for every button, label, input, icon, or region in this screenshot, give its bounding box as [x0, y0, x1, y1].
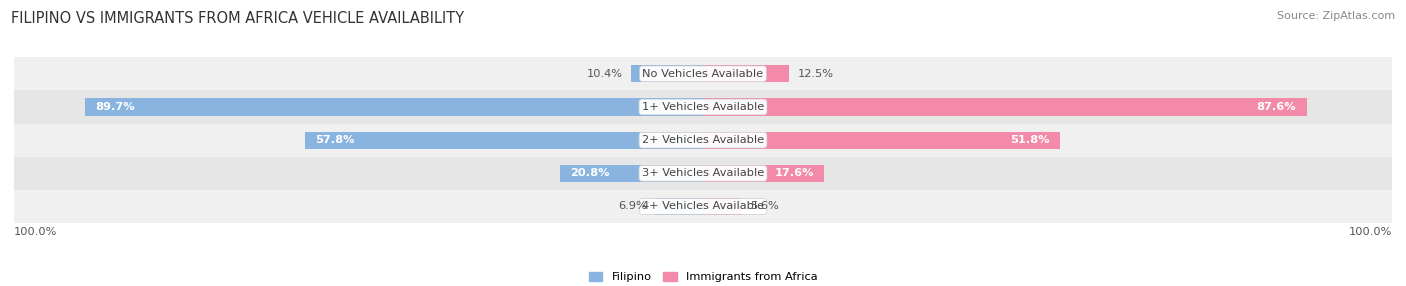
Text: 3+ Vehicles Available: 3+ Vehicles Available — [643, 168, 763, 178]
Text: 5.6%: 5.6% — [749, 202, 779, 211]
Bar — [703, 165, 824, 182]
Text: 87.6%: 87.6% — [1257, 102, 1296, 112]
Bar — [703, 98, 1306, 116]
Bar — [14, 190, 1392, 223]
Text: 51.8%: 51.8% — [1010, 135, 1049, 145]
Bar — [560, 165, 703, 182]
Text: 10.4%: 10.4% — [588, 69, 623, 79]
Bar — [703, 198, 741, 215]
Text: 57.8%: 57.8% — [315, 135, 354, 145]
Text: 4+ Vehicles Available: 4+ Vehicles Available — [643, 202, 763, 211]
Text: 6.9%: 6.9% — [619, 202, 647, 211]
Bar — [14, 90, 1392, 124]
Legend: Filipino, Immigrants from Africa: Filipino, Immigrants from Africa — [583, 267, 823, 286]
Bar — [305, 132, 703, 149]
Text: 89.7%: 89.7% — [96, 102, 135, 112]
Text: 100.0%: 100.0% — [1348, 227, 1392, 237]
Text: 12.5%: 12.5% — [797, 69, 834, 79]
Bar — [631, 65, 703, 82]
Text: No Vehicles Available: No Vehicles Available — [643, 69, 763, 79]
Bar — [14, 124, 1392, 157]
Bar — [84, 98, 703, 116]
Bar — [655, 198, 703, 215]
Text: Source: ZipAtlas.com: Source: ZipAtlas.com — [1277, 11, 1395, 21]
Bar — [14, 157, 1392, 190]
Bar — [703, 132, 1060, 149]
Text: 17.6%: 17.6% — [775, 168, 814, 178]
Text: 20.8%: 20.8% — [569, 168, 610, 178]
Text: 100.0%: 100.0% — [14, 227, 58, 237]
Text: FILIPINO VS IMMIGRANTS FROM AFRICA VEHICLE AVAILABILITY: FILIPINO VS IMMIGRANTS FROM AFRICA VEHIC… — [11, 11, 464, 26]
Bar — [703, 65, 789, 82]
Bar — [14, 57, 1392, 90]
Text: 1+ Vehicles Available: 1+ Vehicles Available — [643, 102, 763, 112]
Text: 2+ Vehicles Available: 2+ Vehicles Available — [643, 135, 763, 145]
